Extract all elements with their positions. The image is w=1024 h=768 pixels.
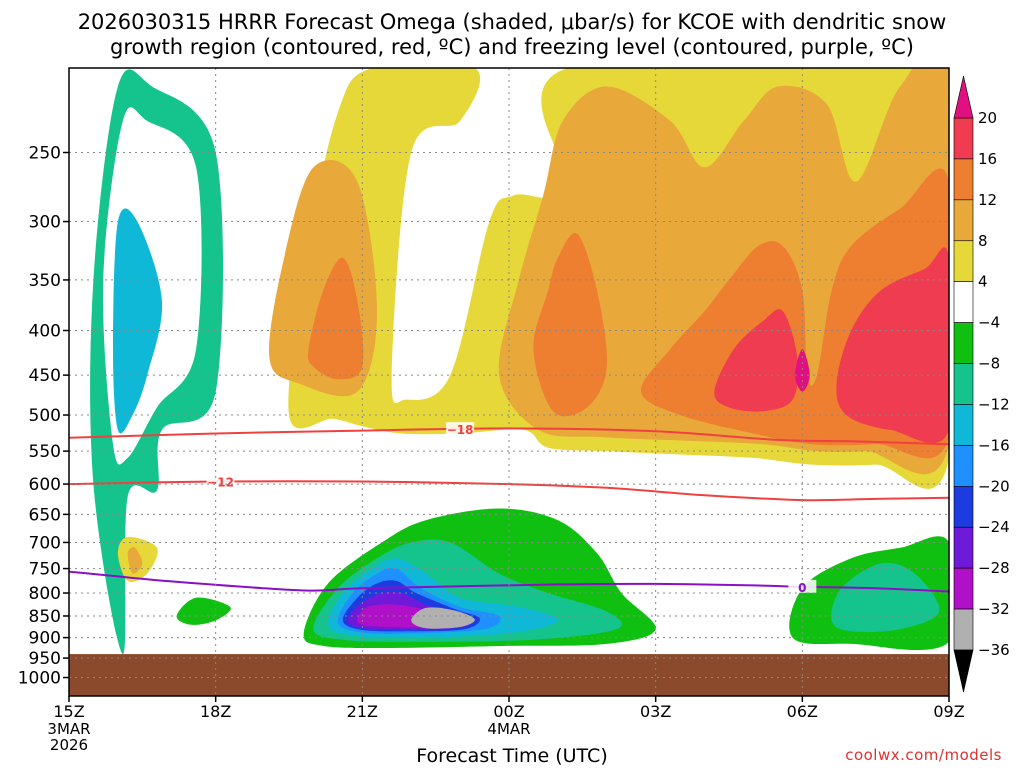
- colorbar-tick-label: −24: [978, 518, 1010, 536]
- x-tick-label: 00Z: [493, 702, 524, 721]
- x-tick-label: 18Z: [200, 702, 231, 721]
- colorbar-tick-label: 16: [978, 150, 997, 168]
- colorbar-tick-label: 12: [978, 191, 997, 209]
- colorbar-under-arrow: [953, 649, 974, 693]
- y-tick-label: 950: [29, 649, 61, 669]
- y-tick-label: 900: [29, 629, 61, 649]
- omega-region-upper-subsidence: [307, 257, 364, 380]
- colorbar-bin: [953, 117, 974, 160]
- omega-region-low-level-updraft: [831, 562, 940, 633]
- y-tick-label: 450: [29, 366, 61, 386]
- colorbar-tick-label: −28: [978, 559, 1010, 577]
- y-tick-label: 550: [29, 442, 61, 462]
- colorbar-bin: [953, 486, 974, 528]
- colorbar-bin: [953, 404, 974, 446]
- contour-label-dgz-18: −18: [447, 423, 474, 437]
- y-tick-label: 350: [29, 271, 61, 291]
- x-tick-label: 06Z: [787, 702, 818, 721]
- colorbar-tick-label: −12: [978, 395, 1010, 413]
- omega-region-low-level-updraft: [176, 597, 231, 625]
- x-axis-label: Forecast Time (UTC): [416, 745, 608, 767]
- x-tick-label: 15Z: [53, 702, 84, 721]
- colorbar-bin: [953, 240, 974, 282]
- colorbar-tick-label: −20: [978, 477, 1010, 495]
- y-tick-label: 650: [29, 505, 61, 525]
- colorbar-bin: [953, 363, 974, 405]
- contour-dgz-18: [69, 427, 949, 446]
- credit-text: coolwx.com/models: [845, 746, 1002, 764]
- contour-label-bg: [788, 579, 817, 593]
- colorbar-bin: [953, 199, 974, 242]
- y-tick-label: 600: [29, 475, 61, 495]
- omega-region-upper-subsidence: [533, 233, 608, 417]
- colorbar-bin: [953, 445, 974, 487]
- chart-title-line-1: 2026030315 HRRR Forecast Omega (shaded, …: [77, 10, 947, 34]
- colorbar-bin: [953, 526, 974, 569]
- colorbar-tick-label: 4: [978, 273, 988, 291]
- colorbar-tick-label: −36: [978, 641, 1010, 659]
- x-tick-sublabel: 3MAR: [47, 720, 90, 738]
- colorbar-bin: [953, 281, 974, 323]
- y-tick-label: 500: [29, 406, 61, 426]
- y-tick-label: 750: [29, 560, 61, 580]
- y-tick-label: 800: [29, 584, 61, 604]
- x-tick-label: 09Z: [933, 702, 964, 721]
- x-tick-sublabel: 4MAR: [487, 720, 530, 738]
- colorbar-over-arrow: [953, 75, 974, 119]
- omega-region-early-updraft: [113, 208, 163, 434]
- omega-region-early-updraft: [127, 547, 143, 574]
- y-tick-label: 700: [29, 533, 61, 553]
- contour-label-freezing-0: 0: [798, 581, 806, 595]
- colorbar-tick-label: −32: [978, 600, 1010, 618]
- colorbar-tick-label: −4: [978, 314, 1000, 332]
- omega-region-upper-subsidence: [836, 247, 949, 444]
- contour-label-dgz-12: −12: [207, 476, 234, 490]
- contour-label-bg: [446, 422, 475, 436]
- colorbar-tick-label: −16: [978, 436, 1010, 454]
- colorbar-bin: [953, 322, 974, 364]
- colorbar-bin: [953, 608, 974, 651]
- x-tick-label: 21Z: [347, 702, 378, 721]
- chart-title-line-2: growth region (contoured, red, ºC) and f…: [110, 35, 914, 59]
- x-tick-sublabel: 2026: [50, 736, 88, 754]
- colorbar-bin: [953, 158, 974, 201]
- omega-region-upper-subsidence: [795, 349, 810, 392]
- y-tick-label: 250: [29, 144, 61, 164]
- y-tick-label: 300: [29, 213, 61, 233]
- colorbar-tick-label: −8: [978, 355, 1000, 373]
- colorbar-tick-label: 8: [978, 232, 988, 250]
- colorbar-tick-label: 20: [978, 109, 997, 127]
- y-tick-label: 400: [29, 322, 61, 342]
- y-tick-label: 850: [29, 607, 61, 627]
- colorbar-bin: [953, 567, 974, 610]
- grid-lines: [68, 68, 950, 696]
- x-tick-label: 03Z: [640, 702, 671, 721]
- omega-region-upper-subsidence: [714, 309, 799, 412]
- shaded-field: [69, 68, 949, 696]
- y-tick-label: 1000: [18, 669, 61, 689]
- omega-region-low-level-updraft: [411, 607, 475, 629]
